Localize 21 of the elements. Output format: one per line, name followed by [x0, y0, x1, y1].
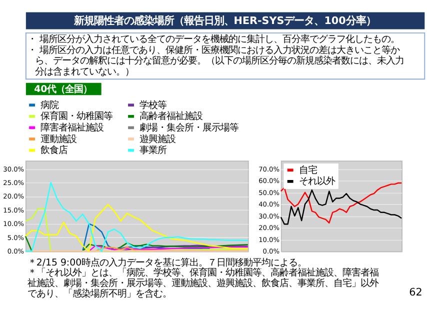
text: 40代（全国） — [34, 84, 92, 95]
legend-label: 障害者福祉施設 — [40, 122, 104, 134]
legend-label: 高齢者福祉施設 — [140, 111, 203, 122]
legend-label: 遊興施設 — [140, 134, 176, 145]
chart-title: 新規陽性者の感染場所（報告日別、HER-SYSデータ、100分率） — [72, 15, 376, 28]
legend-label: 学校等 — [140, 100, 167, 111]
text: ＊「それ以外」とは、「病院、学校等、保育園・幼稚園等、高齢者福祉施設、障害者福祉施設、劇場・集会所・展示場等、運動施設、遊興施設、飲食店、事業所、自宅」以外であり、「感染場所不明」を含む。 — [27, 268, 378, 300]
legend-label: それ以外 — [298, 176, 335, 188]
text: ・ 場所区分の入力は任意であり、保健所・医療機関における入力状況の差は大きいこと等から、データの解釈には十分な留意が必要。（以下の場所区分毎の新規感染者数には、未入力分は含まれていない。） — [27, 44, 404, 78]
legend-label: 運動施設 — [40, 134, 77, 145]
line-series — [280, 189, 402, 225]
legend-label: 自宅 — [298, 164, 317, 176]
text: ＊2/15 9:00時点の入力データを基に算出。７日間移動平均による。 — [27, 257, 307, 268]
legend-label: 事業所 — [140, 145, 167, 156]
text: 62 — [409, 286, 422, 298]
legend-label: 保育園・幼稚園等 — [40, 111, 113, 122]
legend-label: 劇場・集会所・展示場等 — [140, 122, 239, 134]
legend-label: 飲食店 — [40, 145, 68, 156]
line-series — [24, 182, 249, 252]
text: ・ 場所区分が入力されている全てのデータを機械的に集計し、百分率でグラフ化したもの。 — [27, 34, 400, 45]
legend-label: 病院 — [40, 100, 59, 111]
